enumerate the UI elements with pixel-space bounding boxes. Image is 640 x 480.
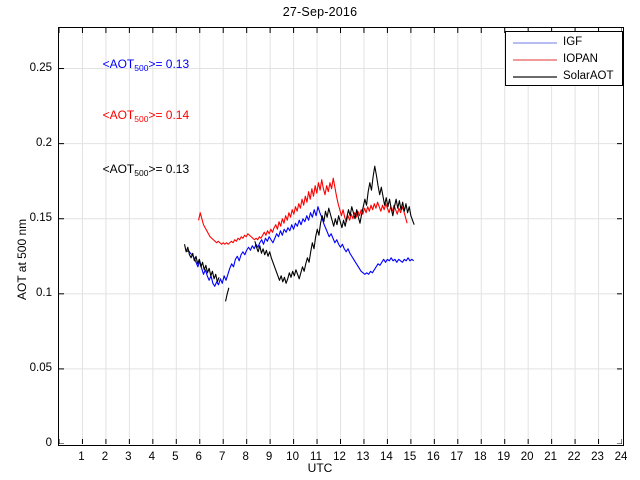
x-tick-label: 18 bbox=[473, 451, 487, 463]
annotation-value: >= 0.13 bbox=[148, 56, 190, 71]
x-tick-label: 23 bbox=[591, 451, 604, 463]
series-line-solaraot bbox=[254, 165, 415, 284]
annotation-prefix: <AOT bbox=[102, 161, 135, 176]
x-tick-label: 11 bbox=[310, 451, 323, 463]
plot-area bbox=[58, 27, 624, 446]
x-tick-label: 22 bbox=[567, 451, 581, 463]
legend-label: IGF bbox=[563, 36, 583, 48]
legend-label: SolarAOT bbox=[563, 70, 614, 82]
annotation-subscript: 500 bbox=[134, 113, 149, 124]
series-line-iopan bbox=[198, 177, 408, 245]
x-tick-label: 4 bbox=[148, 451, 156, 463]
annotation-value: >= 0.14 bbox=[148, 107, 190, 122]
y-tick-label: 0.1 bbox=[36, 286, 52, 299]
x-tick-label: 5 bbox=[172, 451, 179, 463]
x-tick-label: 8 bbox=[242, 451, 249, 463]
y-tick-label: 0 bbox=[45, 437, 52, 449]
legend-swatch-igf bbox=[513, 42, 557, 45]
x-tick-label: 19 bbox=[497, 451, 511, 463]
legend-swatch-solaraot bbox=[513, 76, 557, 79]
legend-item-solaraot[interactable]: SolarAOT bbox=[506, 68, 622, 85]
y-tick-label: 0.15 bbox=[29, 211, 52, 224]
annotation-igf-mean: <AOT500>= 0.13 bbox=[102, 56, 190, 73]
x-tick-label: 6 bbox=[195, 451, 202, 463]
y-tick-label: 0.05 bbox=[29, 361, 52, 374]
series-line-igf bbox=[186, 206, 415, 287]
x-tick-label: 16 bbox=[426, 451, 440, 463]
annotation-subscript: 500 bbox=[134, 62, 149, 73]
x-tick-label: 2 bbox=[101, 451, 109, 463]
annotation-prefix: <AOT bbox=[102, 56, 135, 71]
x-axis-label: UTC bbox=[307, 461, 333, 475]
legend-item-iopan[interactable]: IOPAN bbox=[506, 51, 622, 68]
annotation-prefix: <AOT bbox=[102, 107, 135, 122]
legend-item-igf[interactable]: IGF bbox=[506, 34, 622, 51]
x-tick-label: 7 bbox=[219, 451, 226, 463]
y-tick-label: 0.25 bbox=[29, 61, 52, 74]
annotation-iopan-mean: <AOT500>= 0.14 bbox=[102, 107, 190, 124]
x-tick-label: 1 bbox=[78, 451, 85, 463]
annotation-subscript: 500 bbox=[134, 167, 149, 178]
legend: IGF IOPAN SolarAOT bbox=[505, 31, 623, 86]
x-tick-label: 24 bbox=[614, 451, 628, 463]
legend-swatch-iopan bbox=[513, 59, 557, 62]
annotation-solaraot-mean: <AOT500>= 0.13 bbox=[102, 161, 190, 178]
x-tick-label: 21 bbox=[544, 451, 558, 463]
legend-label: IOPAN bbox=[563, 53, 598, 65]
y-tick-label: 0.2 bbox=[36, 136, 52, 149]
x-tick-label: 10 bbox=[286, 451, 299, 463]
x-tick-label: 3 bbox=[125, 451, 132, 463]
chart-title: 27-Sep-2016 bbox=[282, 5, 358, 19]
x-tick-label: 15 bbox=[403, 451, 417, 463]
y-axis-label: AOT at 500 nm bbox=[15, 218, 29, 300]
x-tick-label: 20 bbox=[520, 451, 534, 463]
annotation-value: >= 0.13 bbox=[148, 161, 190, 176]
series-line-solaraot bbox=[225, 287, 230, 302]
x-tick-label: 17 bbox=[450, 451, 464, 463]
series-line-solaraot bbox=[183, 244, 220, 283]
plot-canvas bbox=[59, 28, 622, 444]
x-tick-label: 9 bbox=[265, 451, 273, 463]
x-tick-label: 12 bbox=[333, 451, 346, 463]
x-tick-label: 14 bbox=[380, 451, 393, 463]
x-tick-label: 13 bbox=[356, 451, 370, 463]
